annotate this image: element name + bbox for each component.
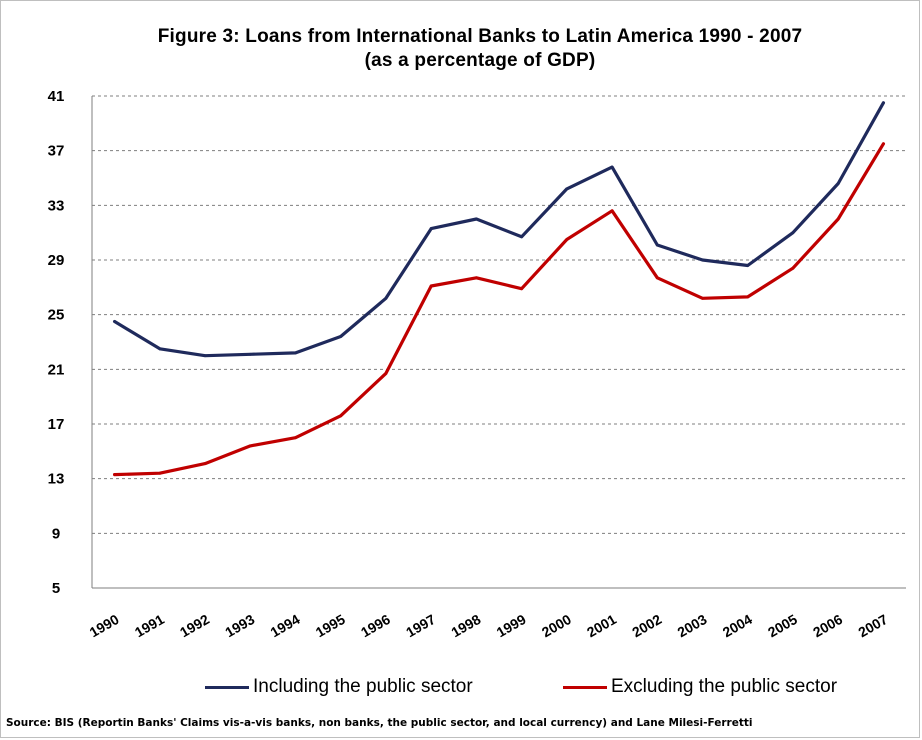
legend-swatch-excluding [563, 685, 607, 689]
data-point [113, 473, 117, 476]
x-tick-label: 1999 [494, 611, 529, 641]
data-point [429, 227, 433, 230]
x-tick-label: 1997 [403, 611, 438, 641]
data-point [520, 235, 524, 239]
data-point [248, 352, 252, 356]
y-tick-label: 13 [48, 471, 65, 488]
data-point [158, 471, 162, 475]
x-tick-label: 1995 [313, 611, 348, 641]
data-point [746, 264, 750, 267]
data-point [836, 182, 840, 185]
data-point [294, 436, 297, 440]
y-tick-label: 33 [48, 197, 65, 214]
data-point [701, 296, 704, 300]
series-line-including [112, 101, 886, 358]
x-tick-label: 2000 [539, 611, 574, 641]
x-tick-label: 2005 [765, 611, 800, 641]
chart-subtitle: (as a percentage of GDP) [364, 50, 596, 71]
x-tick-label: 1992 [177, 611, 212, 641]
x-tick-label: 2006 [810, 611, 845, 641]
data-point [248, 444, 252, 448]
data-point [746, 295, 750, 299]
data-point [701, 258, 704, 262]
x-tick-label: 2001 [584, 611, 619, 641]
data-point [791, 231, 795, 235]
chart-title: Figure 3: Loans from International Banks… [157, 26, 803, 47]
x-tick-label: 2003 [675, 611, 710, 641]
x-tick-label: 1993 [222, 611, 257, 641]
data-point [791, 266, 795, 270]
data-point [881, 142, 885, 146]
y-tick-label: 41 [48, 88, 65, 105]
x-tick-label: 2007 [855, 611, 890, 641]
y-tick-label: 17 [48, 416, 65, 433]
legend-label-including: Including the public sector [253, 676, 473, 697]
data-point [610, 165, 614, 169]
data-point [655, 243, 659, 247]
y-tick-label: 37 [48, 143, 65, 160]
y-tick-label: 29 [48, 252, 65, 269]
data-point [520, 287, 524, 291]
data-point [294, 351, 297, 355]
data-point [565, 238, 569, 241]
legend-swatch-including [205, 685, 249, 689]
y-tick-label: 21 [48, 361, 65, 378]
data-point [655, 276, 659, 280]
legend-item-including: Including the public sector [205, 675, 473, 699]
legend-item-excluding: Excluding the public sector [563, 675, 837, 699]
x-tick-label: 1996 [358, 611, 393, 641]
x-tick-label: 1990 [87, 611, 122, 641]
data-point [474, 217, 478, 221]
y-tick-label: 5 [52, 580, 60, 597]
data-point [384, 296, 388, 300]
data-point [474, 276, 478, 280]
y-tick-label: 25 [48, 307, 65, 324]
y-tick-label: 9 [52, 525, 60, 542]
data-point [384, 372, 388, 375]
data-point [113, 320, 117, 323]
data-point [836, 217, 840, 221]
data-point [158, 347, 162, 351]
series-line-excluding [112, 142, 886, 477]
legend-label-excluding: Excluding the public sector [611, 676, 838, 697]
x-tick-label: 2002 [629, 611, 664, 641]
source-note: Source: BIS (Reportin Banks' Claims vis-… [6, 717, 753, 729]
x-tick-label: 2004 [720, 611, 755, 641]
data-point [339, 414, 343, 418]
data-point [881, 101, 885, 105]
x-tick-label: 1998 [448, 611, 483, 641]
data-point [203, 354, 207, 358]
data-point [429, 284, 433, 288]
data-point [565, 187, 569, 191]
x-tick-label: 1994 [268, 611, 303, 641]
data-point [339, 335, 343, 338]
data-point [203, 462, 207, 466]
x-tick-label: 1991 [132, 611, 167, 641]
data-point [610, 209, 614, 213]
